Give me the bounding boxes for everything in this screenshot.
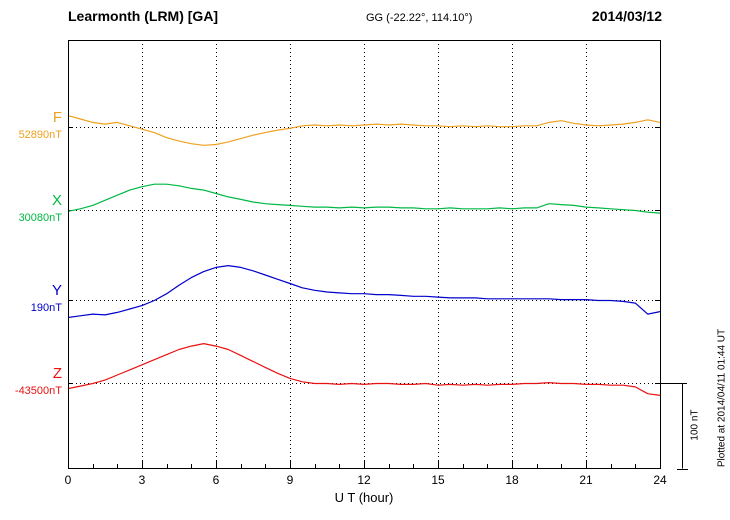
- x-tick-label: 18: [505, 473, 519, 487]
- x-axis-label: U T (hour): [334, 490, 394, 505]
- series-baseline-label-Z: -43500nT: [14, 384, 62, 397]
- series-letter-F: F: [52, 108, 62, 126]
- station-coordinates: GG (-22.22°, 114.10°): [366, 12, 473, 24]
- x-tick-label: 21: [579, 473, 593, 487]
- trace-X: [67, 183, 661, 214]
- x-tick-label: 12: [357, 473, 371, 487]
- series-letter-X: X: [51, 191, 62, 209]
- plot-frame: [68, 40, 661, 469]
- series-baseline-label-Y: 190nT: [30, 301, 62, 314]
- scale-bar-label: 100 nT: [689, 409, 701, 441]
- series-baseline-label-F: 52890nT: [18, 128, 62, 141]
- station-title: Learmonth (LRM) [GA]: [68, 8, 219, 24]
- plot-date: 2014/03/12: [591, 8, 662, 24]
- x-tick-label: 9: [287, 473, 294, 487]
- x-tick-label: 6: [213, 473, 220, 487]
- x-tick-label: 0: [65, 473, 72, 487]
- series-letter-Y: Y: [51, 281, 62, 299]
- trace-Y: [67, 265, 661, 319]
- trace-F: [67, 115, 661, 146]
- x-tick-label: 15: [431, 473, 445, 487]
- plotted-timestamp-note: Plotted at 2014/04/11 01:44 UT: [716, 328, 728, 468]
- x-tick-label: 3: [139, 473, 146, 487]
- series-letter-Z: Z: [52, 364, 62, 382]
- trace-Z: [67, 343, 661, 396]
- series-baseline-label-X: 30080nT: [18, 211, 62, 224]
- x-tick-label: 24: [653, 473, 667, 487]
